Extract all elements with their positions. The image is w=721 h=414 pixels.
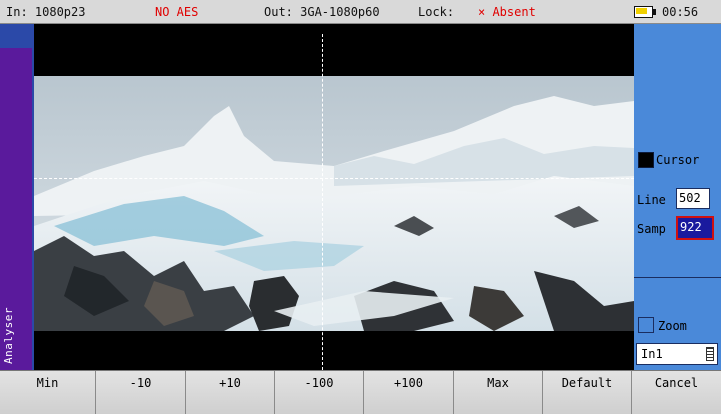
line-label: Line bbox=[637, 193, 666, 207]
softkey-minus-10[interactable]: -10 bbox=[96, 371, 186, 414]
output-format: Out: 3GA-1080p60 bbox=[264, 5, 380, 19]
aes-status: NO AES bbox=[155, 5, 199, 19]
softkey-cancel[interactable]: Cancel bbox=[654, 376, 699, 390]
samp-label: Samp bbox=[637, 222, 666, 236]
source-select-value: In1 bbox=[641, 347, 663, 361]
softkey-plus-100[interactable]: +100 bbox=[364, 371, 454, 414]
video-picture bbox=[34, 76, 634, 331]
scroll-grip-icon bbox=[706, 347, 714, 361]
softkey-bar: Min -10 +10 -100 +100 Max Default Cancel bbox=[0, 370, 721, 414]
lock-label: Lock: bbox=[418, 5, 455, 19]
cursor-label: Cursor bbox=[656, 153, 700, 167]
cursor-crosshair-vertical bbox=[322, 34, 323, 370]
softkey-max[interactable]: Max bbox=[454, 371, 543, 414]
side-tab-strip: Analyser bbox=[0, 24, 34, 370]
video-display[interactable] bbox=[34, 34, 634, 370]
battery-icon bbox=[634, 6, 656, 18]
cursor-crosshair-horizontal bbox=[34, 178, 634, 179]
clock: 00:56 bbox=[662, 5, 699, 19]
zoom-label: Zoom bbox=[658, 319, 687, 333]
softkey-plus-10[interactable]: +10 bbox=[186, 371, 275, 414]
softkey-default[interactable]: Default bbox=[543, 371, 632, 414]
softkey-minus-100[interactable]: -100 bbox=[275, 371, 364, 414]
tab-analyser[interactable]: Analyser bbox=[0, 48, 34, 370]
samp-input[interactable]: 922 bbox=[676, 216, 714, 240]
zoom-checkbox[interactable] bbox=[638, 317, 654, 333]
softkey-min[interactable]: Min bbox=[0, 371, 96, 414]
tab-analyser-label: Analyser bbox=[2, 307, 15, 364]
mountain-scene-image bbox=[34, 76, 634, 331]
line-input[interactable]: 502 bbox=[676, 188, 710, 209]
input-format: In: 1080p23 bbox=[6, 5, 86, 19]
lock-status: × Absent bbox=[478, 5, 536, 19]
source-select[interactable]: In1 bbox=[636, 343, 718, 365]
cursor-panel: Cursor Line 502 Samp 922 Zoom In1 bbox=[634, 24, 721, 370]
status-bar: In: 1080p23 NO AES Out: 3GA-1080p60 Lock… bbox=[0, 0, 721, 24]
cursor-checkbox[interactable] bbox=[638, 152, 654, 168]
